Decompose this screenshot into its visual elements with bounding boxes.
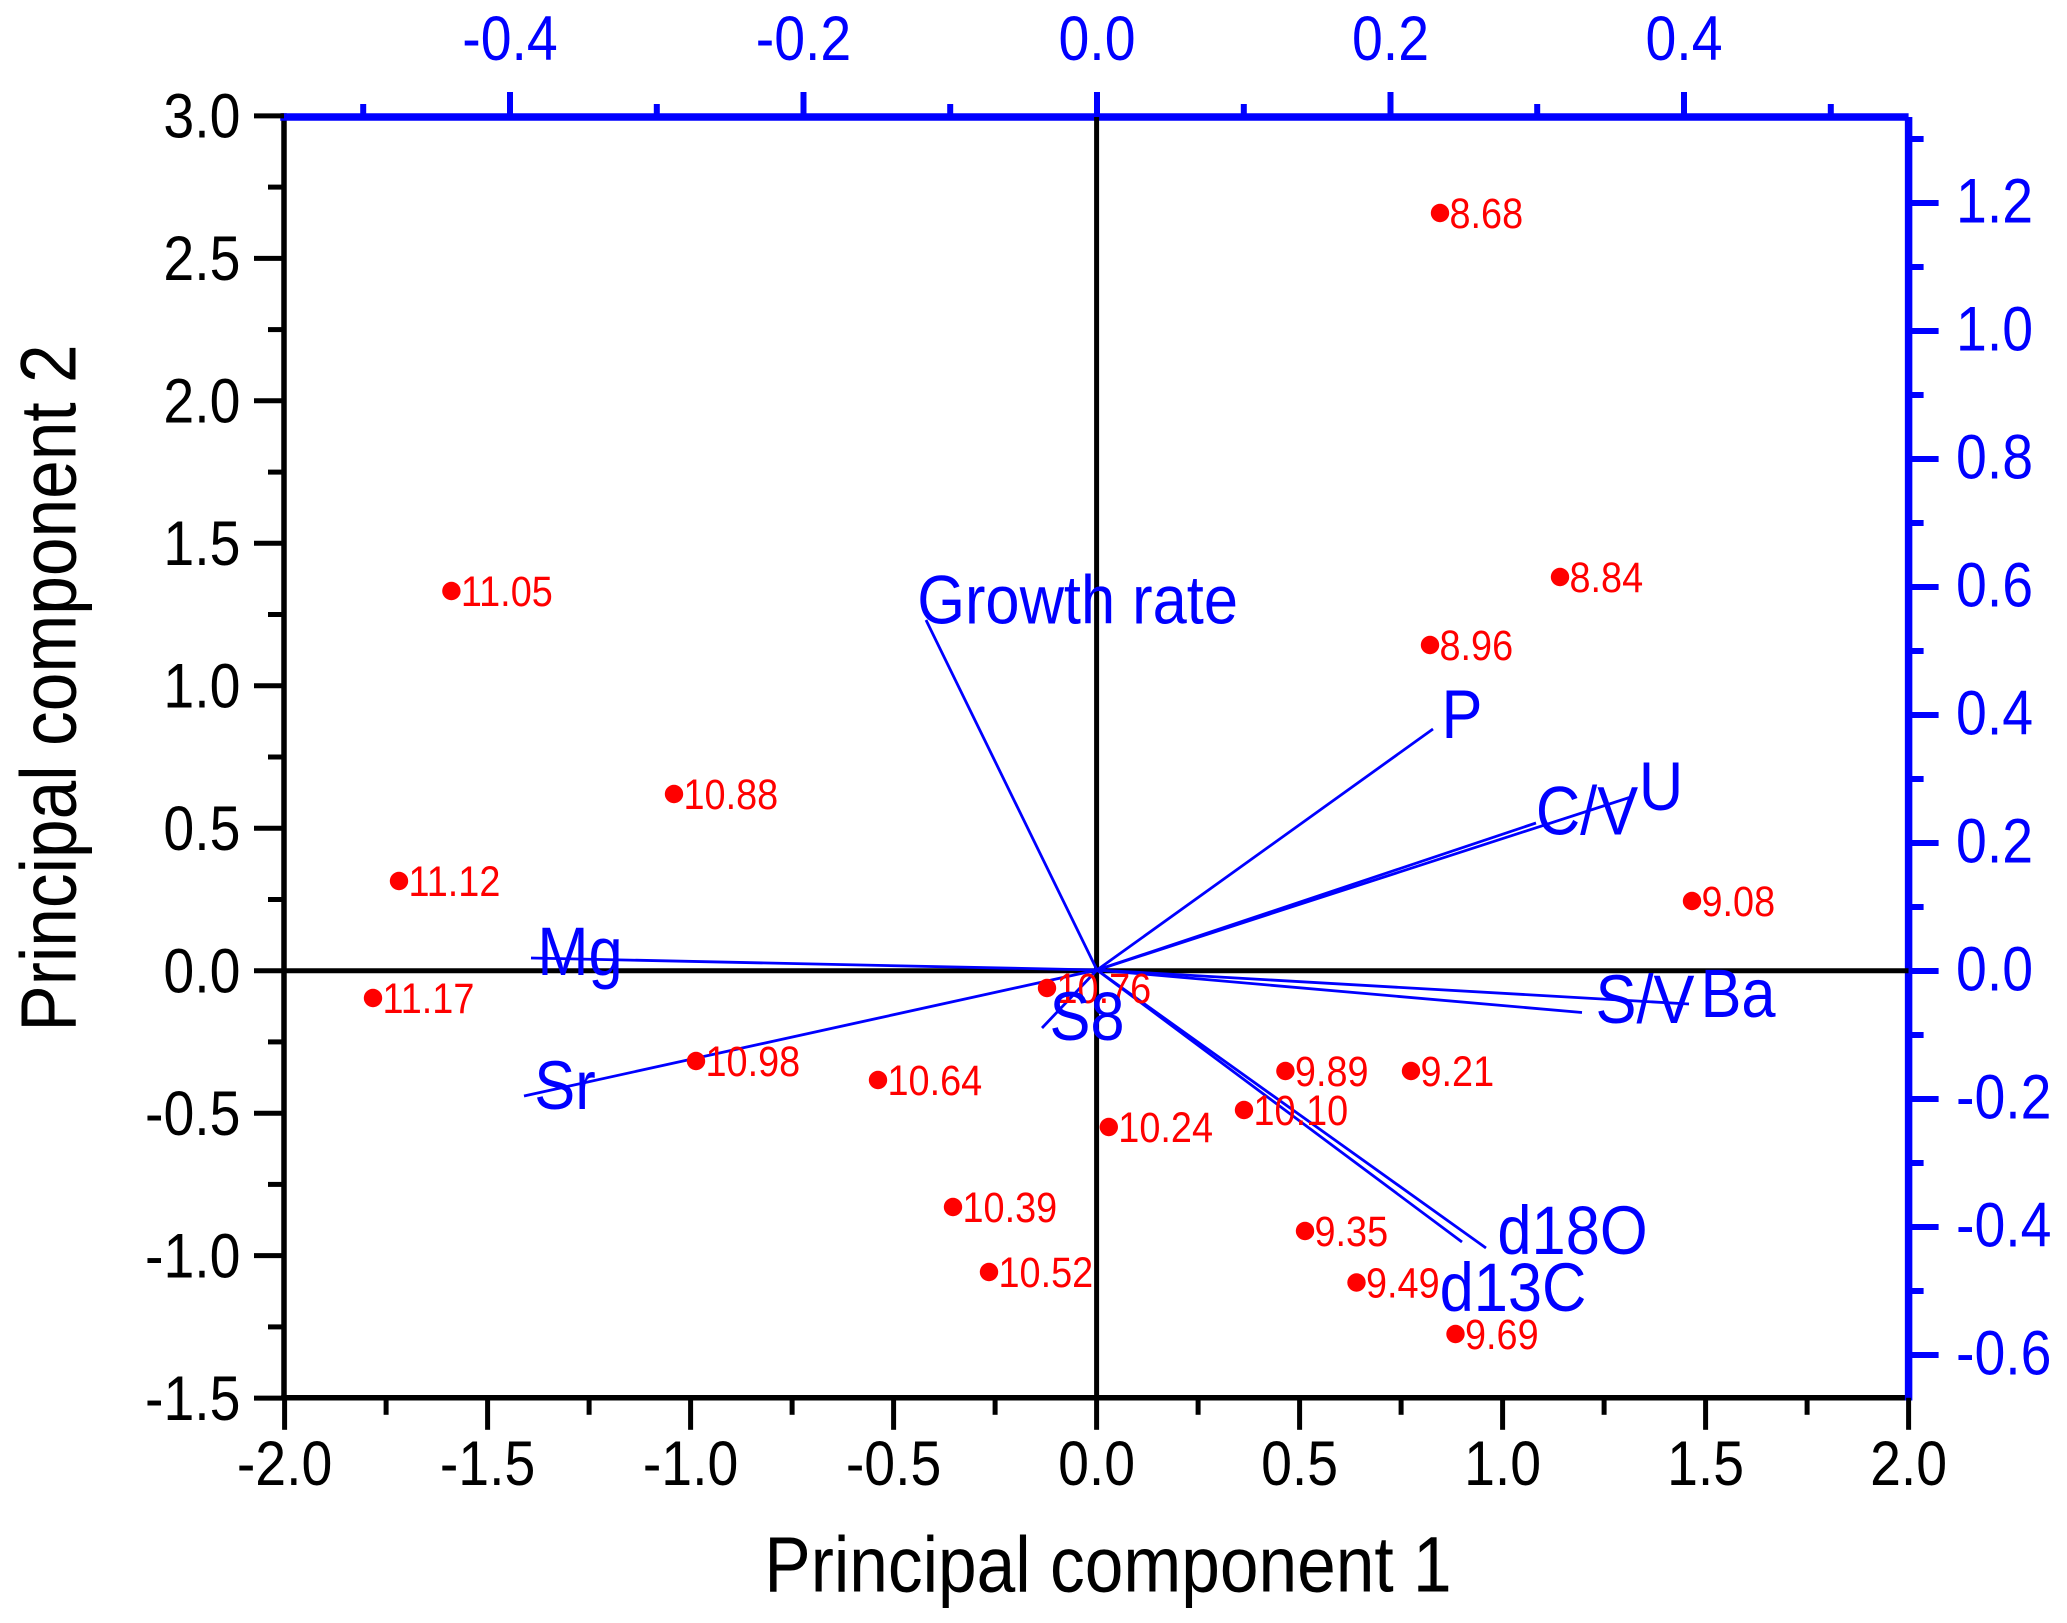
svg-text:Growth rate: Growth rate [917, 561, 1238, 638]
svg-text:U: U [1639, 748, 1683, 825]
svg-text:Principal component 1: Principal component 1 [764, 1521, 1451, 1609]
svg-text:d13C: d13C [1440, 1249, 1587, 1326]
svg-text:11.05: 11.05 [461, 567, 553, 616]
svg-text:10.39: 10.39 [963, 1183, 1058, 1232]
svg-text:0.5: 0.5 [1261, 1428, 1338, 1499]
svg-text:9.21: 9.21 [1421, 1047, 1495, 1096]
svg-text:2.0: 2.0 [1870, 1428, 1947, 1499]
svg-text:10.88: 10.88 [684, 770, 779, 819]
svg-text:8.68: 8.68 [1450, 189, 1524, 238]
svg-text:-1.5: -1.5 [440, 1428, 536, 1499]
svg-text:d18O: d18O [1497, 1192, 1647, 1269]
svg-text:C/V: C/V [1536, 772, 1639, 849]
svg-text:1.5: 1.5 [1667, 1428, 1744, 1499]
svg-text:-2.0: -2.0 [237, 1428, 333, 1499]
svg-text:-1.0: -1.0 [145, 1220, 241, 1291]
svg-text:0.4: 0.4 [1645, 3, 1722, 74]
svg-text:10.10: 10.10 [1254, 1086, 1349, 1135]
svg-text:-1.5: -1.5 [145, 1362, 241, 1433]
svg-text:0.0: 0.0 [1956, 933, 2033, 1004]
svg-text:-0.2: -0.2 [1956, 1061, 2052, 1132]
svg-text:10.24: 10.24 [1118, 1103, 1213, 1152]
svg-text:2.5: 2.5 [163, 223, 240, 294]
svg-text:0.2: 0.2 [1956, 805, 2033, 876]
svg-text:S/V: S/V [1596, 961, 1695, 1038]
svg-text:Sr: Sr [534, 1047, 595, 1124]
svg-text:9.89: 9.89 [1295, 1047, 1369, 1096]
svg-text:10.64: 10.64 [888, 1056, 983, 1105]
svg-text:Principal component 2: Principal component 2 [4, 344, 92, 1031]
svg-text:1.0: 1.0 [163, 650, 240, 721]
svg-text:-0.2: -0.2 [756, 3, 852, 74]
svg-text:0.6: 0.6 [1956, 549, 2033, 620]
svg-text:-0.6: -0.6 [1956, 1317, 2052, 1388]
svg-text:Ba: Ba [1700, 955, 1776, 1032]
svg-text:-1.0: -1.0 [643, 1428, 739, 1499]
svg-text:1.0: 1.0 [1956, 293, 2033, 364]
svg-text:0.4: 0.4 [1956, 677, 2033, 748]
svg-text:8.96: 8.96 [1440, 621, 1514, 670]
svg-text:Mg: Mg [537, 913, 622, 990]
svg-text:9.35: 9.35 [1315, 1207, 1389, 1256]
svg-text:11.12: 11.12 [409, 857, 501, 906]
svg-text:-0.5: -0.5 [846, 1428, 942, 1499]
svg-text:2.0: 2.0 [163, 365, 240, 436]
svg-text:-0.4: -0.4 [462, 3, 558, 74]
svg-text:10.76: 10.76 [1057, 964, 1152, 1013]
svg-text:1.5: 1.5 [163, 508, 240, 579]
svg-text:0.8: 0.8 [1956, 421, 2033, 492]
svg-text:-0.4: -0.4 [1956, 1189, 2052, 1260]
svg-text:P: P [1442, 676, 1483, 753]
svg-text:S8: S8 [1049, 978, 1124, 1055]
svg-text:9.49: 9.49 [1366, 1258, 1440, 1307]
svg-text:10.52: 10.52 [999, 1248, 1094, 1297]
svg-text:0.5: 0.5 [163, 793, 240, 864]
svg-text:8.84: 8.84 [1570, 553, 1644, 602]
svg-text:11.17: 11.17 [383, 974, 475, 1023]
svg-text:1.0: 1.0 [1464, 1428, 1541, 1499]
svg-text:0.0: 0.0 [1058, 3, 1135, 74]
svg-text:3.0: 3.0 [163, 80, 240, 151]
svg-text:0.0: 0.0 [163, 935, 240, 1006]
svg-text:0.2: 0.2 [1352, 3, 1429, 74]
svg-text:9.08: 9.08 [1702, 877, 1776, 926]
svg-text:9.69: 9.69 [1465, 1310, 1539, 1359]
svg-text:0.0: 0.0 [1058, 1428, 1135, 1499]
svg-text:1.2: 1.2 [1956, 165, 2033, 236]
svg-text:10.98: 10.98 [706, 1037, 801, 1086]
svg-text:-0.5: -0.5 [145, 1078, 241, 1149]
